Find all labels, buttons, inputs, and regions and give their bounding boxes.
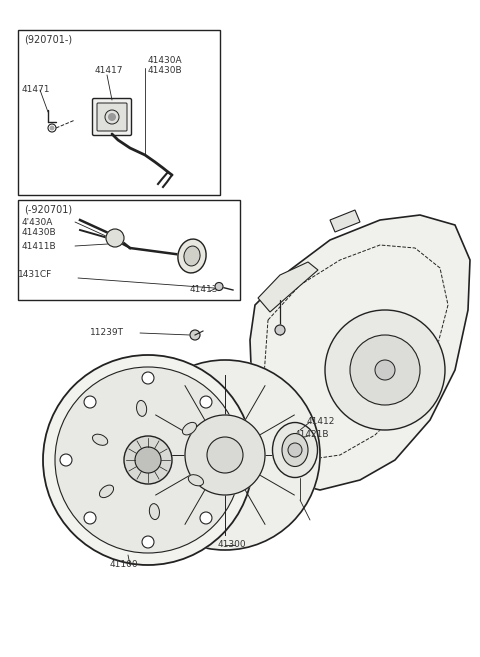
Ellipse shape — [136, 400, 147, 417]
Circle shape — [350, 335, 420, 405]
Ellipse shape — [273, 422, 317, 478]
Circle shape — [288, 443, 302, 457]
Text: 41413: 41413 — [190, 285, 218, 294]
Circle shape — [55, 367, 241, 553]
Bar — [18, 200, 240, 300]
Circle shape — [215, 283, 223, 290]
Circle shape — [375, 360, 395, 380]
Ellipse shape — [149, 504, 159, 520]
Circle shape — [106, 229, 124, 247]
Circle shape — [200, 512, 212, 524]
FancyBboxPatch shape — [93, 99, 132, 135]
Text: 41417: 41417 — [95, 66, 123, 75]
Circle shape — [49, 125, 55, 131]
Text: 41471: 41471 — [22, 85, 50, 94]
Circle shape — [60, 454, 72, 466]
Text: 41412: 41412 — [307, 417, 336, 426]
Text: 41430A: 41430A — [148, 56, 182, 65]
Text: 1431CF: 1431CF — [18, 270, 52, 279]
Text: (920701-): (920701-) — [24, 35, 72, 45]
Text: 41411B: 41411B — [22, 242, 57, 251]
Circle shape — [130, 360, 320, 550]
Circle shape — [207, 437, 243, 473]
Text: 41430B: 41430B — [148, 66, 182, 75]
Circle shape — [108, 113, 116, 121]
Text: 41421B: 41421B — [295, 430, 329, 439]
Text: 41430B: 41430B — [22, 228, 57, 237]
Ellipse shape — [182, 422, 196, 435]
Polygon shape — [330, 210, 360, 232]
Circle shape — [275, 325, 285, 335]
Circle shape — [185, 415, 265, 495]
Circle shape — [224, 454, 236, 466]
Ellipse shape — [184, 246, 200, 266]
Ellipse shape — [93, 434, 108, 445]
Text: (-920701): (-920701) — [24, 205, 72, 215]
Circle shape — [200, 396, 212, 408]
Circle shape — [190, 330, 200, 340]
Text: 41100: 41100 — [110, 560, 139, 569]
Circle shape — [135, 447, 161, 473]
Circle shape — [84, 396, 96, 408]
Circle shape — [124, 436, 172, 484]
Circle shape — [325, 310, 445, 430]
Ellipse shape — [178, 239, 206, 273]
Circle shape — [142, 536, 154, 548]
Ellipse shape — [282, 434, 308, 466]
Text: 4'430A: 4'430A — [22, 218, 53, 227]
Ellipse shape — [188, 475, 204, 486]
Polygon shape — [250, 215, 470, 490]
Ellipse shape — [99, 485, 114, 497]
Polygon shape — [258, 262, 318, 312]
Text: 11239T: 11239T — [90, 328, 124, 337]
Circle shape — [84, 512, 96, 524]
Circle shape — [142, 372, 154, 384]
Bar — [18, 30, 220, 195]
Circle shape — [43, 355, 253, 565]
Text: 41300: 41300 — [218, 540, 247, 549]
FancyBboxPatch shape — [97, 103, 127, 131]
